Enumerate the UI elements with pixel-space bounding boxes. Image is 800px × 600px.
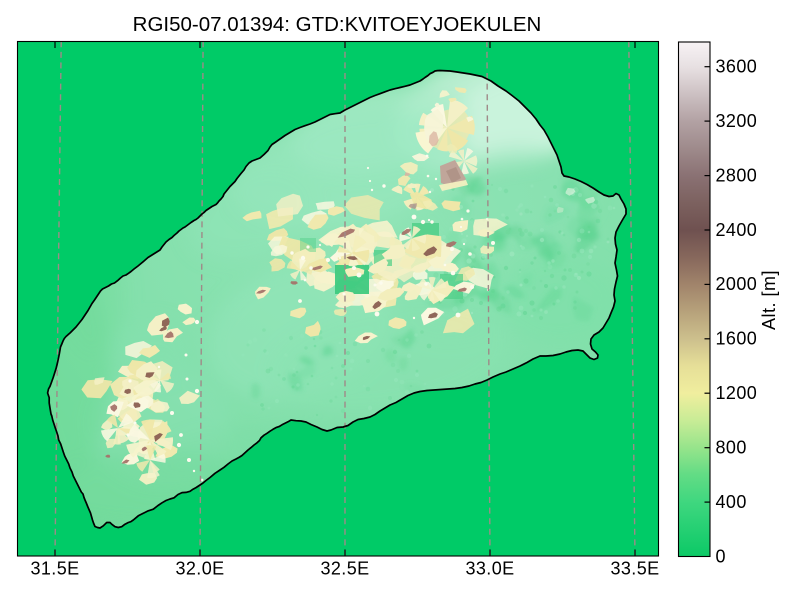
svg-text:33.0E: 33.0E — [465, 559, 514, 579]
svg-text:3200: 3200 — [716, 111, 758, 131]
svg-text:400: 400 — [716, 492, 747, 512]
svg-text:32.0E: 32.0E — [175, 559, 224, 579]
svg-text:33.5E: 33.5E — [610, 559, 659, 579]
svg-text:2400: 2400 — [716, 220, 758, 240]
svg-text:32.5E: 32.5E — [320, 559, 369, 579]
svg-text:Alt. [m]: Alt. [m] — [759, 270, 779, 330]
svg-text:3600: 3600 — [716, 57, 758, 77]
svg-text:2000: 2000 — [716, 274, 758, 294]
svg-text:2800: 2800 — [716, 165, 758, 185]
svg-text:0: 0 — [716, 546, 726, 566]
svg-text:31.5E: 31.5E — [30, 559, 79, 579]
svg-text:800: 800 — [716, 438, 747, 458]
svg-text:1600: 1600 — [716, 329, 758, 349]
svg-text:1200: 1200 — [716, 383, 758, 403]
svg-text:RGI50-07.01394: GTD:KVITOEYJOE: RGI50-07.01394: GTD:KVITOEYJOEKULEN — [133, 13, 542, 36]
